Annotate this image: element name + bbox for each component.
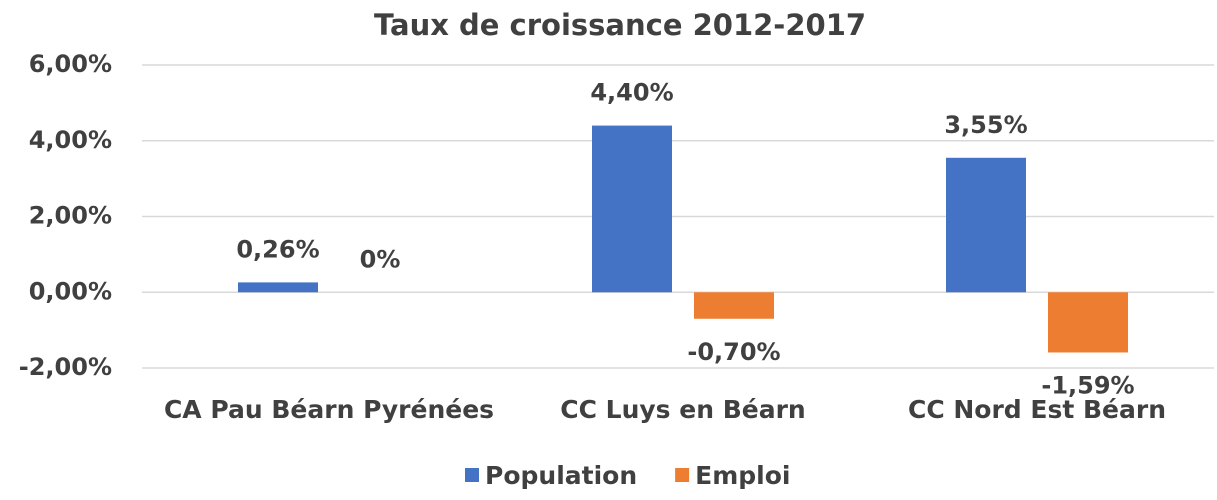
bar [946, 157, 1026, 293]
legend-label: Emploi [695, 461, 790, 490]
data-label: -1,59% [1041, 371, 1134, 399]
data-label: -0,70% [687, 338, 780, 366]
data-label: 3,55% [944, 111, 1027, 139]
bar [694, 292, 774, 319]
legend-swatch [675, 468, 690, 482]
y-tick-label: -2,00% [19, 353, 112, 381]
x-tick-label: CA Pau Béarn Pyrénées [164, 395, 494, 424]
legend-swatch [465, 468, 479, 482]
x-tick-label: CC Luys en Béarn [560, 395, 805, 424]
bar [1048, 292, 1128, 353]
y-tick-label: 6,00% [29, 50, 112, 78]
y-tick-label: 0,00% [29, 277, 112, 305]
y-tick-label: 2,00% [29, 202, 112, 230]
y-tick-label: 4,00% [29, 126, 112, 154]
data-label: 4,40% [590, 79, 673, 107]
x-tick-label: CC Nord Est Béarn [908, 395, 1166, 424]
legend-label: Population [485, 461, 637, 490]
bar [592, 125, 672, 293]
bar [238, 282, 318, 293]
chart-title: Taux de croissance 2012-2017 [374, 8, 866, 42]
data-label: 0,26% [236, 235, 319, 263]
data-label: 0% [360, 245, 401, 273]
